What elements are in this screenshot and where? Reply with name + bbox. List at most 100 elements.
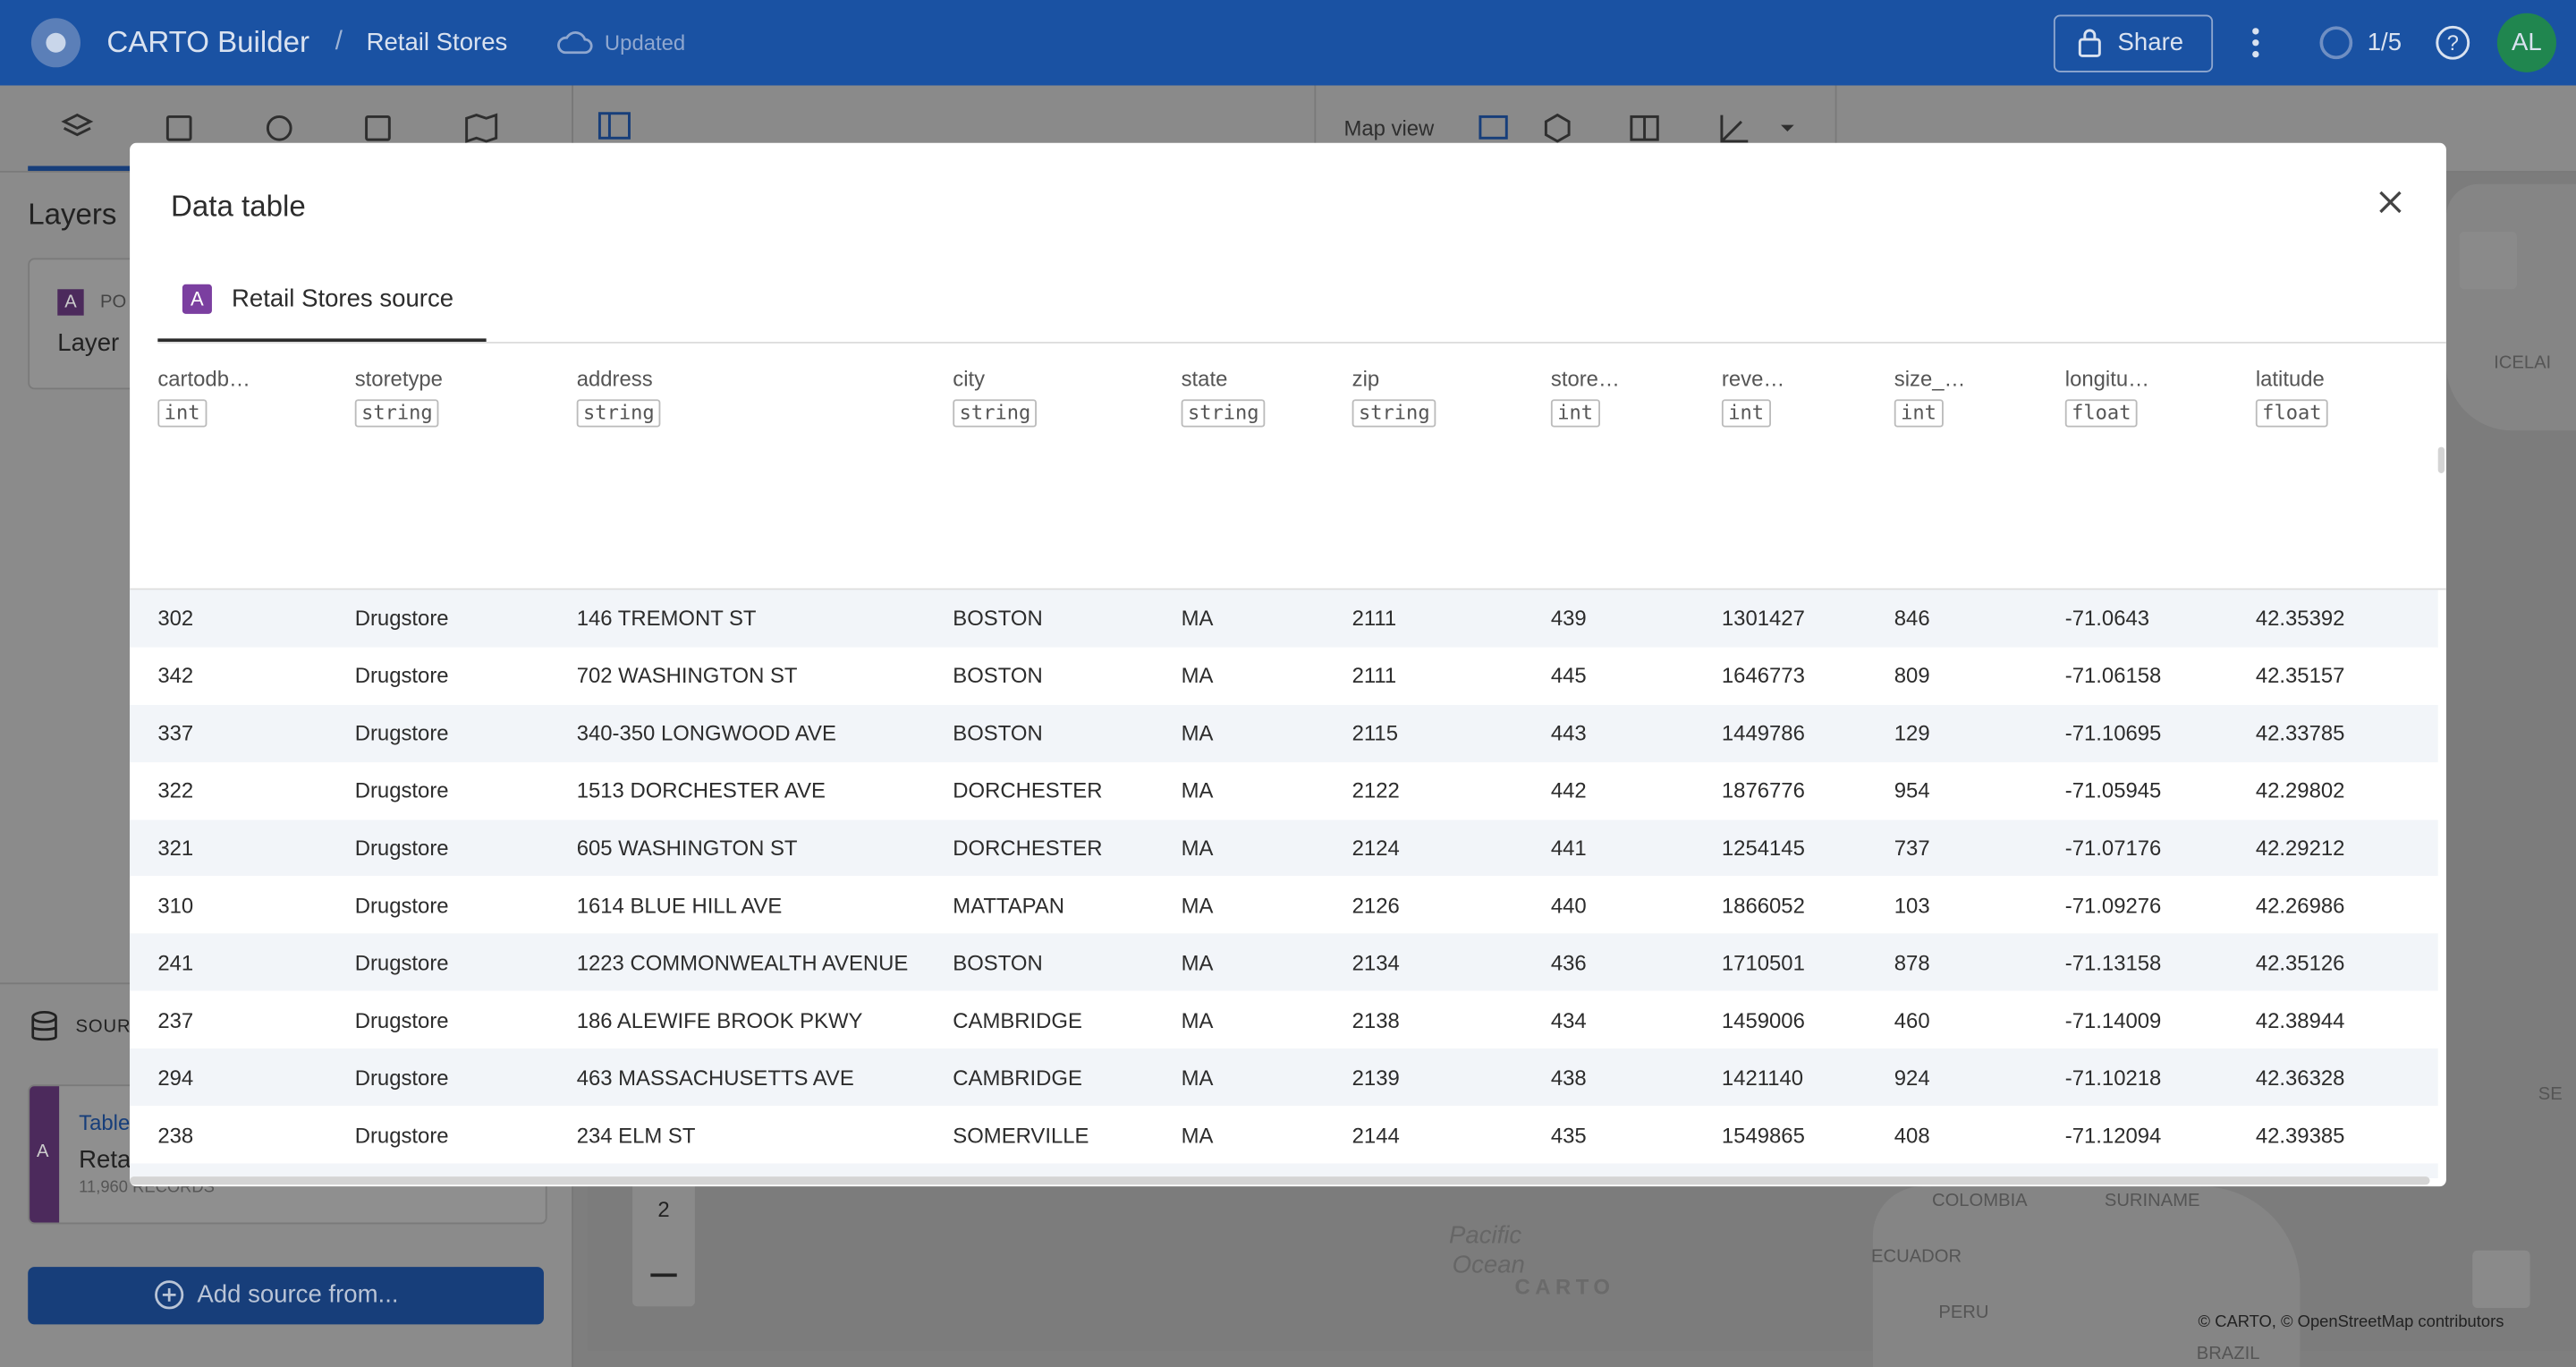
table-row[interactable] bbox=[130, 761, 2438, 819]
table-cell: 241 bbox=[157, 950, 194, 975]
zoom-out[interactable] bbox=[650, 1273, 677, 1278]
panel-toggle[interactable] bbox=[597, 112, 631, 141]
sources-title: SOURC bbox=[75, 1016, 146, 1037]
add-source-button[interactable] bbox=[28, 1267, 544, 1325]
source-type: Table bbox=[79, 1109, 131, 1135]
table-row[interactable] bbox=[130, 647, 2438, 705]
share-button[interactable] bbox=[2053, 14, 2214, 72]
tab-underline bbox=[157, 338, 487, 343]
map-label: SE bbox=[2538, 1084, 2563, 1105]
column-name[interactable]: reve… bbox=[1721, 366, 1785, 392]
table-cell: MA bbox=[1181, 606, 1214, 632]
help-icon[interactable]: ? bbox=[2435, 25, 2470, 61]
column-name[interactable]: size_… bbox=[1894, 366, 1966, 392]
tab-badge: A bbox=[191, 287, 204, 311]
view-group bbox=[1314, 85, 1837, 172]
table-row[interactable] bbox=[130, 704, 2438, 762]
column-name[interactable]: store… bbox=[1550, 366, 1620, 392]
table-cell: -71.0643 bbox=[2064, 606, 2150, 632]
table-cell: 809 bbox=[1894, 663, 1930, 689]
table-row[interactable] bbox=[130, 933, 2438, 992]
layers-button[interactable] bbox=[2472, 1250, 2530, 1309]
column-type: int bbox=[1550, 399, 1600, 428]
table-cell: 129 bbox=[1894, 720, 1930, 746]
table: cartodb… int storetype string address string c… bbox=[130, 344, 2446, 1178]
app-name: CARTO Builder bbox=[106, 25, 310, 59]
column-name[interactable]: address bbox=[576, 366, 653, 392]
table-cell: MA bbox=[1181, 1065, 1214, 1091]
table-cell: MA bbox=[1181, 663, 1214, 689]
close-button[interactable] bbox=[2377, 189, 2403, 215]
table-cell: 294 bbox=[157, 1065, 194, 1091]
sidebar-title: Layers bbox=[28, 198, 117, 232]
toolbar-icons[interactable] bbox=[49, 102, 526, 155]
table-cell: 436 bbox=[1550, 950, 1587, 975]
table-cell: SOMERVILLE bbox=[953, 1122, 1089, 1148]
tab-border bbox=[157, 342, 2446, 344]
table-cell: 42.39385 bbox=[2255, 1122, 2345, 1148]
table-cell: 2134 bbox=[1352, 950, 1400, 975]
column-name[interactable]: longitu… bbox=[2064, 366, 2150, 392]
table-row[interactable] bbox=[130, 1163, 2438, 1178]
column-name[interactable]: cartodb… bbox=[157, 366, 250, 392]
table-cell: 1614 BLUE HILL AVE bbox=[576, 893, 783, 918]
table-cell: -71.12094 bbox=[2064, 1122, 2162, 1148]
land-area bbox=[2445, 183, 2576, 431]
view-icons[interactable] bbox=[1475, 108, 1803, 148]
map-label: PERU bbox=[1938, 1303, 1989, 1323]
table-cell: 310 bbox=[157, 893, 194, 918]
table-cell: 435 bbox=[1550, 1122, 1587, 1148]
vertical-scrollbar[interactable] bbox=[2437, 446, 2445, 473]
column-name[interactable]: city bbox=[953, 366, 986, 392]
table-cell: 42.33785 bbox=[2255, 720, 2345, 746]
logo bbox=[30, 18, 81, 68]
table-cell: 1876776 bbox=[1721, 777, 1805, 803]
horizontal-scrollbar[interactable] bbox=[130, 1176, 2430, 1185]
modal-title: Data table bbox=[171, 190, 306, 223]
table-cell: 737 bbox=[1894, 836, 1930, 861]
more-menu[interactable] bbox=[2248, 26, 2264, 59]
status: Updated bbox=[604, 30, 686, 55]
table-row[interactable] bbox=[130, 819, 2438, 877]
table-cell: 1646773 bbox=[1721, 663, 1805, 689]
table-cell: 846 bbox=[1894, 606, 1930, 632]
table-cell: 1301427 bbox=[1721, 606, 1805, 632]
table-cell: 42.36328 bbox=[2255, 1065, 2345, 1091]
table-cell: 1459006 bbox=[1721, 1007, 1805, 1032]
source-name: Reta bbox=[79, 1146, 131, 1175]
avatar[interactable] bbox=[2496, 13, 2556, 72]
table-cell: Drugstore bbox=[354, 1122, 449, 1148]
table-cell: 442 bbox=[1550, 777, 1587, 803]
table-cell: 954 bbox=[1894, 777, 1930, 803]
table-cell: 103 bbox=[1894, 893, 1930, 918]
table-cell: Drugstore bbox=[354, 1065, 449, 1091]
table-cell: 460 bbox=[1894, 1007, 1930, 1032]
column-name[interactable]: storetype bbox=[354, 366, 443, 392]
column-name[interactable]: zip bbox=[1352, 366, 1380, 392]
table-cell: 2126 bbox=[1352, 893, 1400, 918]
table-cell: 2111 bbox=[1352, 606, 1397, 632]
info-button[interactable] bbox=[2459, 231, 2517, 290]
map-name[interactable]: Retail Stores bbox=[366, 29, 508, 57]
table-row[interactable] bbox=[130, 876, 2438, 934]
table-cell: Drugstore bbox=[354, 777, 449, 803]
map-label: COLOMBIA bbox=[1932, 1191, 2028, 1211]
column-name[interactable]: latitude bbox=[2255, 366, 2325, 392]
column-type: float bbox=[2255, 399, 2328, 428]
tab-label[interactable]: Retail Stores source bbox=[231, 284, 454, 313]
ocean-label: Pacific bbox=[1449, 1221, 1522, 1250]
table-cell: 2111 bbox=[1352, 663, 1397, 689]
table-row[interactable] bbox=[130, 1106, 2438, 1164]
map-view-label: Map view bbox=[1343, 115, 1435, 141]
table-cell: 42.35126 bbox=[2255, 950, 2345, 975]
table-cell: 337 bbox=[157, 720, 194, 746]
table-row[interactable] bbox=[130, 991, 2438, 1049]
table-row[interactable] bbox=[130, 590, 2438, 648]
share-label: Share bbox=[2117, 29, 2184, 57]
column-name[interactable]: state bbox=[1181, 366, 1228, 392]
zoom-control[interactable] bbox=[632, 1176, 695, 1307]
table-row[interactable] bbox=[130, 1049, 2438, 1107]
